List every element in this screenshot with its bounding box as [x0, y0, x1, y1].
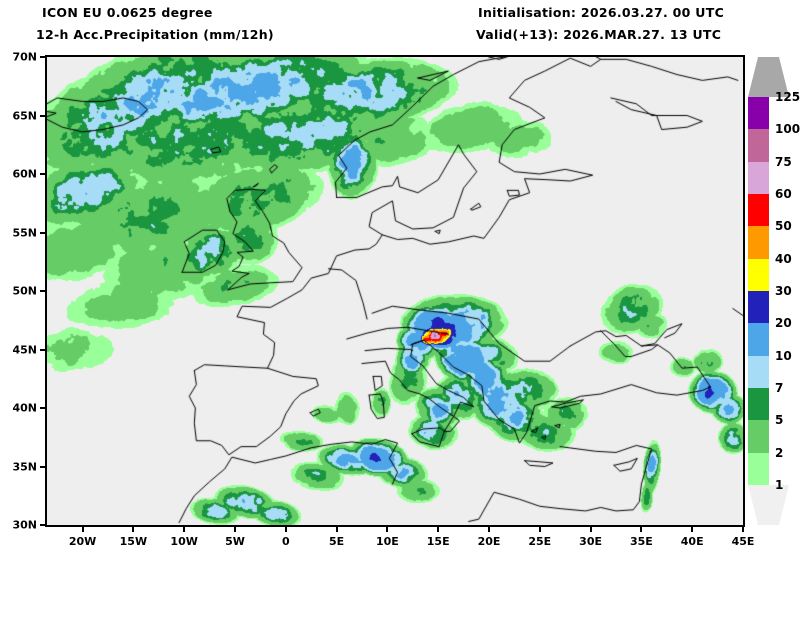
lon-tick [81, 527, 84, 532]
lon-tick-label: 10W [170, 535, 198, 548]
lon-tick-label: 10E [375, 535, 399, 548]
valid-time-label: Valid(+13): 2026.MAR.27. 13 UTC [476, 27, 722, 42]
colorbar-legend[interactable]: 125 100 75 60 50 40 30 20 10 7 5 2 1 [745, 55, 800, 527]
colorbar-band [748, 355, 769, 389]
colorbar-under-arrow [748, 485, 789, 525]
colorbar-tick-label: 20 [775, 316, 792, 331]
lat-tick-label: 70N [12, 50, 37, 64]
colorbar-band [748, 388, 769, 421]
lon-tick [538, 527, 541, 532]
lon-tick [335, 527, 338, 532]
colorbar-band [748, 97, 769, 130]
lat-tick [40, 231, 45, 234]
colorbar-band [748, 291, 769, 324]
map-plot-area[interactable] [45, 55, 745, 527]
precipitation-field [47, 57, 743, 525]
lon-tick-label: 45E [731, 535, 755, 548]
lon-tick [691, 527, 694, 532]
lon-tick-label: 5E [328, 535, 345, 548]
lon-tick [742, 527, 744, 532]
colorbar-band [748, 226, 769, 260]
colorbar-tick-label: 2 [775, 445, 784, 460]
lat-tick-label: 55N [12, 226, 37, 239]
colorbar-tick-label: 100 [775, 122, 800, 137]
colorbar-band [748, 258, 769, 292]
lat-tick [40, 56, 45, 58]
lon-tick-label: 0 [281, 535, 290, 548]
colorbar-tick-label: 40 [775, 251, 792, 266]
colorbar-band [748, 323, 769, 357]
lat-tick [40, 407, 45, 409]
colorbar-tick-label: 10 [775, 348, 792, 363]
lon-tick-label: 35E [629, 535, 653, 548]
lon-tick-label: 25E [528, 535, 552, 548]
initialisation-label: Initialisation: 2026.03.27. 00 UTC [478, 5, 725, 20]
colorbar-band [748, 420, 769, 454]
colorbar-tick-label: 7 [775, 381, 784, 395]
colorbar-tick-label: 50 [775, 219, 792, 234]
lat-tick [40, 348, 45, 351]
lon-tick [589, 527, 592, 532]
lon-tick [183, 527, 186, 532]
lat-tick [40, 524, 45, 526]
lat-tick-label: 65N [12, 109, 37, 122]
lat-tick-label: 30N [12, 518, 37, 532]
lon-tick [386, 527, 389, 532]
colorbar-over-arrow [748, 57, 789, 97]
lon-tick [233, 527, 236, 532]
colorbar-band [748, 129, 769, 163]
colorbar-tick-label: 60 [775, 187, 792, 201]
colorbar-tick-label: 125 [775, 90, 800, 104]
lat-tick [40, 173, 45, 175]
lon-tick [640, 527, 643, 532]
lon-tick-label: 15W [119, 535, 148, 548]
lat-tick-label: 35N [12, 460, 37, 473]
colorbar-tick-label: 30 [775, 284, 792, 298]
lat-tick-label: 50N [12, 284, 37, 298]
lon-tick [437, 527, 440, 532]
field-title: 12-h Acc.Precipitation (mm/12h) [36, 27, 274, 42]
colorbar-band [748, 194, 769, 227]
colorbar-band [748, 161, 769, 195]
lat-tick [40, 465, 45, 468]
lon-tick-label: 20E [477, 535, 501, 548]
lon-tick-label: 15E [426, 535, 450, 548]
lon-tick [487, 527, 490, 532]
lon-tick-label: 20W [68, 535, 97, 548]
lat-tick-label: 40N [12, 401, 37, 415]
model-title: ICON EU 0.0625 degree [42, 5, 213, 20]
colorbar-band [748, 452, 769, 486]
lat-tick-label: 60N [12, 167, 37, 181]
lon-tick-label: 40E [680, 535, 704, 548]
lat-tick-label: 45N [12, 343, 37, 356]
lon-tick [284, 527, 287, 532]
colorbar-tick-label: 75 [775, 154, 792, 169]
lon-tick-label: 30E [579, 535, 602, 548]
lon-tick [132, 527, 135, 532]
lat-tick [40, 290, 45, 292]
colorbar-tick-label: 5 [775, 413, 784, 428]
lon-tick-label: 5W [225, 535, 245, 548]
colorbar-tick-label: 1 [775, 478, 784, 492]
lat-tick [40, 114, 45, 117]
